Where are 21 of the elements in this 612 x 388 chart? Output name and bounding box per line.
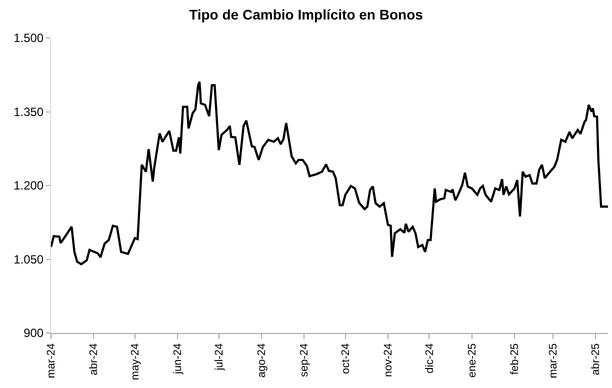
x-tick-label: mar-25	[548, 343, 560, 378]
x-tick-label: abr-25	[590, 343, 602, 376]
x-tick-label: abr-24	[88, 343, 100, 376]
x-tick-label: nov-24	[382, 343, 395, 378]
y-tick-label: 900	[24, 326, 44, 340]
y-tick-label: 1.500	[14, 31, 44, 46]
y-tick-label: 1.050	[14, 252, 44, 266]
x-tick-label: ago-24	[256, 343, 268, 378]
x-tick-label: ene-25	[466, 343, 478, 378]
chart-title: Tipo de Cambio Implícito en Bonos	[189, 6, 424, 22]
x-tick-label: oct-24	[340, 343, 352, 374]
x-tick-label: sep-24	[298, 343, 311, 378]
x-tick-label: mar-24	[46, 343, 58, 378]
y-tick-label: 1.350	[14, 104, 44, 119]
x-tick-label: may-24	[129, 343, 142, 380]
y-tick-label: 1.200	[14, 178, 44, 193]
line-series	[51, 80, 608, 266]
x-tick-label: dic-24	[424, 343, 436, 374]
x-tick-label: jun-24	[172, 343, 184, 375]
x-tick-label: jul-24	[213, 343, 226, 372]
x-tick-label: feb-25	[509, 343, 522, 375]
